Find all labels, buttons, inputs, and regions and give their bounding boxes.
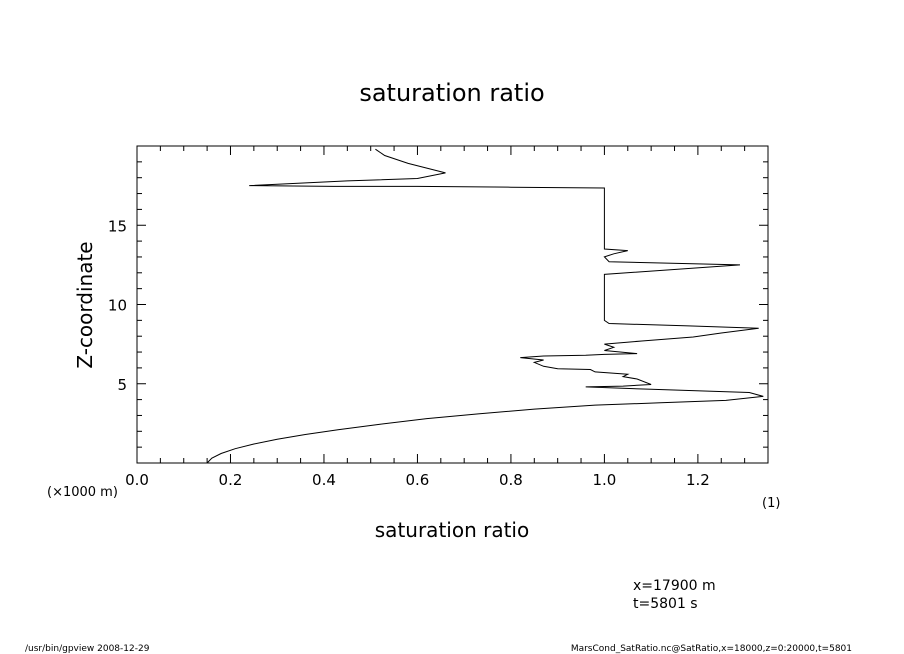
y-tick-label: 5 [117,376,127,394]
x-tick-label: 0.2 [219,471,243,489]
x-tick-label: 0.0 [125,471,149,489]
annotation-time: t=5801 s [633,596,698,612]
y-tick-label: 15 [108,217,127,235]
y-axis-tick-labels: 5 10 15 [108,217,127,394]
x-tick-label: 1.0 [592,471,616,489]
x-tick-label: 0.6 [406,471,430,489]
footer-right: MarsCond_SatRatio.nc@SatRatio,x=18000,z=… [571,644,852,654]
x-tick-label: 0.4 [312,471,336,489]
annotation-position-x: x=17900 m [633,578,716,594]
chart-title: saturation ratio [359,79,544,107]
y-axis-label: Z-coordinate [73,241,97,368]
x-tick-label: 1.2 [686,471,710,489]
footer-left: /usr/bin/gpview 2008-12-29 [25,644,150,654]
x-axis-ticks [136,146,769,463]
x-axis-label: saturation ratio [375,518,529,542]
series-line-saturation-ratio [206,148,764,464]
x-tick-label: 0.8 [499,471,523,489]
y-tick-label: 10 [108,297,127,315]
y-axis-unit: (×1000 m) [47,485,118,500]
x-axis-unit: (1) [762,496,780,511]
plot-frame [136,145,769,464]
y-axis-ticks [137,145,768,464]
x-axis-tick-labels: 0.0 0.2 0.4 0.6 0.8 1.0 1.2 [125,471,710,489]
